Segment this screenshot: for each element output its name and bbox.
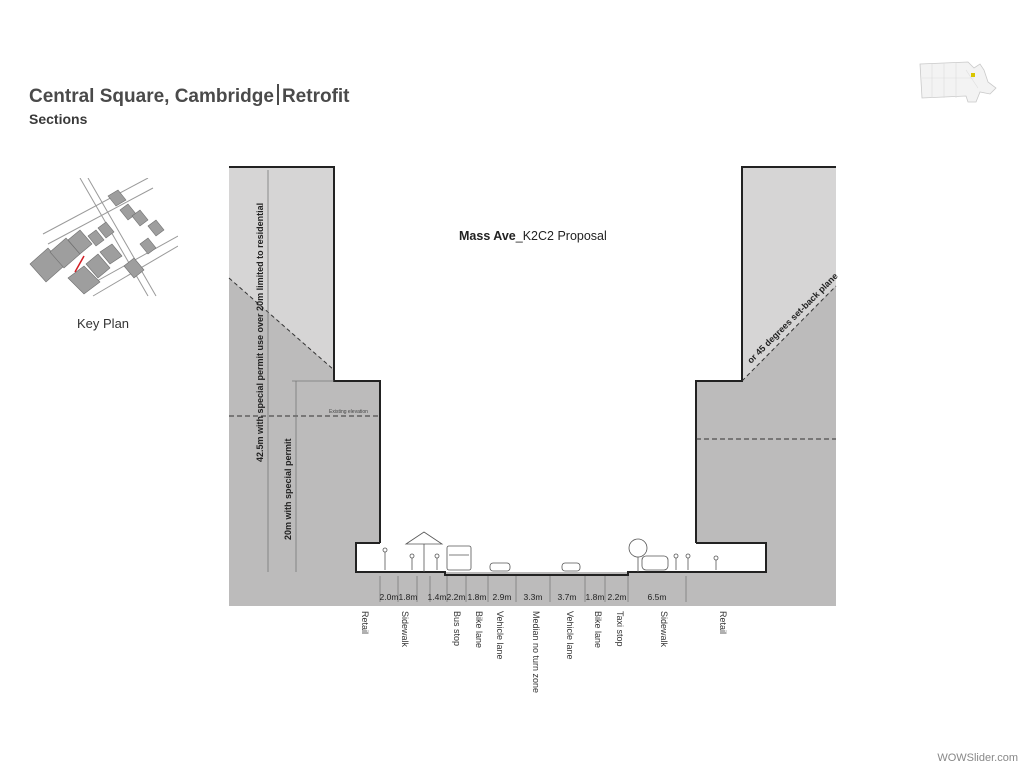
zone-label: Retail — [718, 611, 728, 634]
umbrella-icon — [404, 531, 444, 572]
dimension-label: 2.2m — [447, 592, 466, 602]
tree-icon — [628, 538, 648, 558]
title-divider — [276, 84, 279, 105]
title-suffix: Retrofit — [281, 86, 350, 107]
section-title-rest: _K2C2 Proposal — [515, 229, 607, 243]
car-right-icon — [561, 562, 581, 572]
zone-label: Vehicle lane — [495, 611, 505, 660]
page-title: Central Square, Cambridge Retrofit — [29, 84, 350, 108]
key-plan-label: Key Plan — [77, 316, 130, 331]
zone-labels: Retail Sidewalk Bus stop Bike lane Vehicle l… — [360, 611, 728, 693]
bus-icon — [446, 545, 472, 571]
dimension-label: 3.3m — [524, 592, 543, 602]
height-20-label: 20m with special permit — [283, 438, 293, 540]
dimension-label: 1.8m — [468, 592, 487, 602]
right-setback-dashed — [741, 285, 837, 382]
zone-label: Vehicle lane — [565, 611, 575, 660]
zone-label: Median no turn zone — [531, 611, 541, 693]
street-elements — [382, 531, 719, 572]
height-42-label: 42.5m with special permit use over 20m l… — [255, 203, 265, 462]
pedestrian-icon — [382, 547, 388, 553]
title-main: Central Square, Cambridge — [29, 86, 274, 107]
section-title: Mass Ave_K2C2 Proposal — [459, 229, 607, 243]
state-locator-map — [919, 61, 997, 103]
dimension-label: 1.8m — [586, 592, 605, 602]
left-storefront — [355, 542, 767, 576]
car-left-icon — [489, 562, 511, 572]
dimension-label: 2.0m — [380, 592, 399, 602]
dimension-label: 1.4m — [428, 592, 447, 602]
dimension-label: 3.7m — [558, 592, 577, 602]
lane-dimensions: 2.0m 1.8m 1.4m 2.2m 1.8m 2.9m 3.3m 3.7m 1.8m 2.2m… — [380, 576, 687, 602]
zone-label: Bus stop — [452, 611, 462, 646]
dimension-label: 2.2m — [608, 592, 627, 602]
zone-label: Sidewalk — [400, 611, 410, 648]
left-upper-darker — [229, 278, 334, 381]
page-subtitle: Sections — [29, 111, 88, 127]
zone-label: Bike lane — [474, 611, 484, 648]
zone-label: Taxi stop — [615, 611, 625, 647]
zone-label: Sidewalk — [659, 611, 669, 648]
zone-label: Bike lane — [593, 611, 603, 648]
left-setback-dashed — [228, 277, 335, 371]
left-lower-building — [229, 381, 380, 572]
section-title-bold: Mass Ave — [459, 229, 516, 243]
dimension-label: 6.5m — [648, 592, 667, 602]
zone-label: Retail — [360, 611, 370, 634]
existing-elevation-label: Existing elevation — [329, 409, 368, 415]
taxi-icon — [641, 555, 669, 571]
right-lower-building — [696, 381, 836, 572]
dimension-label: 1.8m — [399, 592, 418, 602]
key-plan-map — [29, 178, 178, 297]
watermark: WOWSlider.com — [937, 752, 1018, 764]
ground-band — [229, 572, 836, 606]
dimension-label: 2.9m — [493, 592, 512, 602]
